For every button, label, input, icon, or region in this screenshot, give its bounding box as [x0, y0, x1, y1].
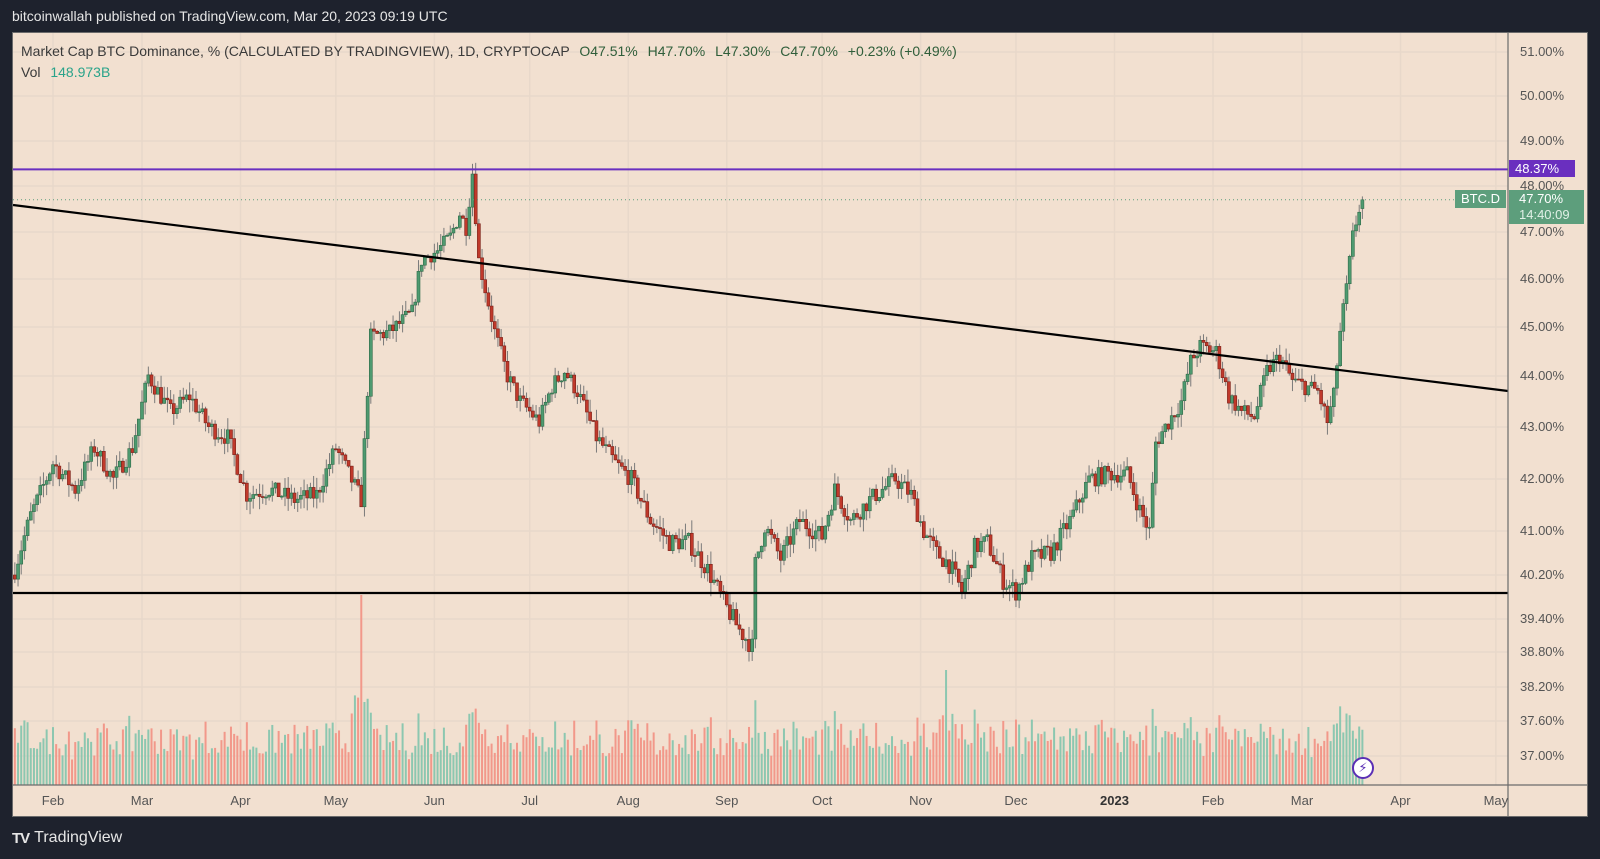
time-axis-label: May	[1483, 793, 1509, 808]
time-axis-label: Oct	[811, 793, 833, 808]
price-axis-label: 51.00%	[1520, 44, 1565, 59]
time-axis-label: Apr	[1390, 793, 1411, 808]
ohlc-low: L47.30%	[715, 43, 771, 59]
chart-legend: Market Cap BTC Dominance, % (CALCULATED …	[21, 41, 957, 83]
time-axis-label: Jul	[521, 793, 539, 808]
time-axis-label: Aug	[616, 793, 640, 808]
time-axis-label: Jun	[423, 793, 445, 808]
price-axis-label: 38.80%	[1520, 644, 1565, 659]
time-axis-label: Nov	[909, 793, 933, 808]
price-axis-label: 45.00%	[1520, 319, 1565, 334]
price-axis-label: 48.00%	[1520, 178, 1565, 193]
tradingview-logo-icon: TV	[12, 829, 30, 847]
lightning-icon[interactable]: ⚡︎	[1352, 757, 1374, 779]
price-axis-label: 39.40%	[1520, 611, 1565, 626]
volume-label: Vol	[21, 64, 41, 80]
time-axis-label: Feb	[1201, 793, 1225, 808]
last-price-tag: 47.70% 14:40:09	[1509, 190, 1584, 224]
time-axis-label: Mar	[1290, 793, 1314, 808]
time-axis-label: 2023	[1100, 793, 1129, 808]
price-axis-label: 49.00%	[1520, 133, 1565, 148]
symbol-title: Market Cap BTC Dominance, % (CALCULATED …	[21, 43, 570, 59]
price-axis-label: 42.00%	[1520, 471, 1565, 486]
ohlc-close: C47.70%	[780, 43, 838, 59]
bar-countdown: 14:40:09	[1519, 207, 1570, 222]
price-axis-label: 43.00%	[1520, 419, 1565, 434]
time-axis-label: Sep	[715, 793, 739, 808]
price-axis-label: 50.00%	[1520, 88, 1565, 103]
time-axis-label: Mar	[130, 793, 154, 808]
ohlc-high: H47.70%	[647, 43, 706, 59]
time-axis-label: May	[323, 793, 349, 808]
ohlc-change: +0.23% (+0.49%)	[847, 43, 957, 59]
price-axis-label: 44.00%	[1520, 368, 1565, 383]
ohlc-open: O47.51%	[579, 43, 638, 59]
volume-value: 148.973B	[50, 64, 111, 80]
brand-name: TradingView	[34, 829, 123, 846]
resistance-price-tag: 48.37%	[1509, 160, 1575, 177]
time-axis-label: Apr	[230, 793, 251, 808]
price-axis-label: 37.60%	[1520, 713, 1565, 728]
last-price: 47.70%	[1519, 191, 1564, 206]
symbol-tag: BTC.D	[1455, 190, 1506, 208]
publish-info: bitcoinwallah published on TradingView.c…	[12, 8, 448, 24]
price-axis-label: 37.00%	[1520, 748, 1565, 763]
price-axis-label: 46.00%	[1520, 271, 1565, 286]
time-axis-label: Feb	[41, 793, 65, 808]
footer-brand: TV TradingView	[12, 829, 122, 847]
price-axis-label: 40.20%	[1520, 567, 1565, 582]
time-axis-label: Dec	[1004, 793, 1028, 808]
chart-panel[interactable]	[12, 32, 1588, 817]
price-axis-label: 41.00%	[1520, 523, 1565, 538]
price-axis-label: 38.20%	[1520, 679, 1565, 694]
price-axis-label: 47.00%	[1520, 224, 1565, 239]
